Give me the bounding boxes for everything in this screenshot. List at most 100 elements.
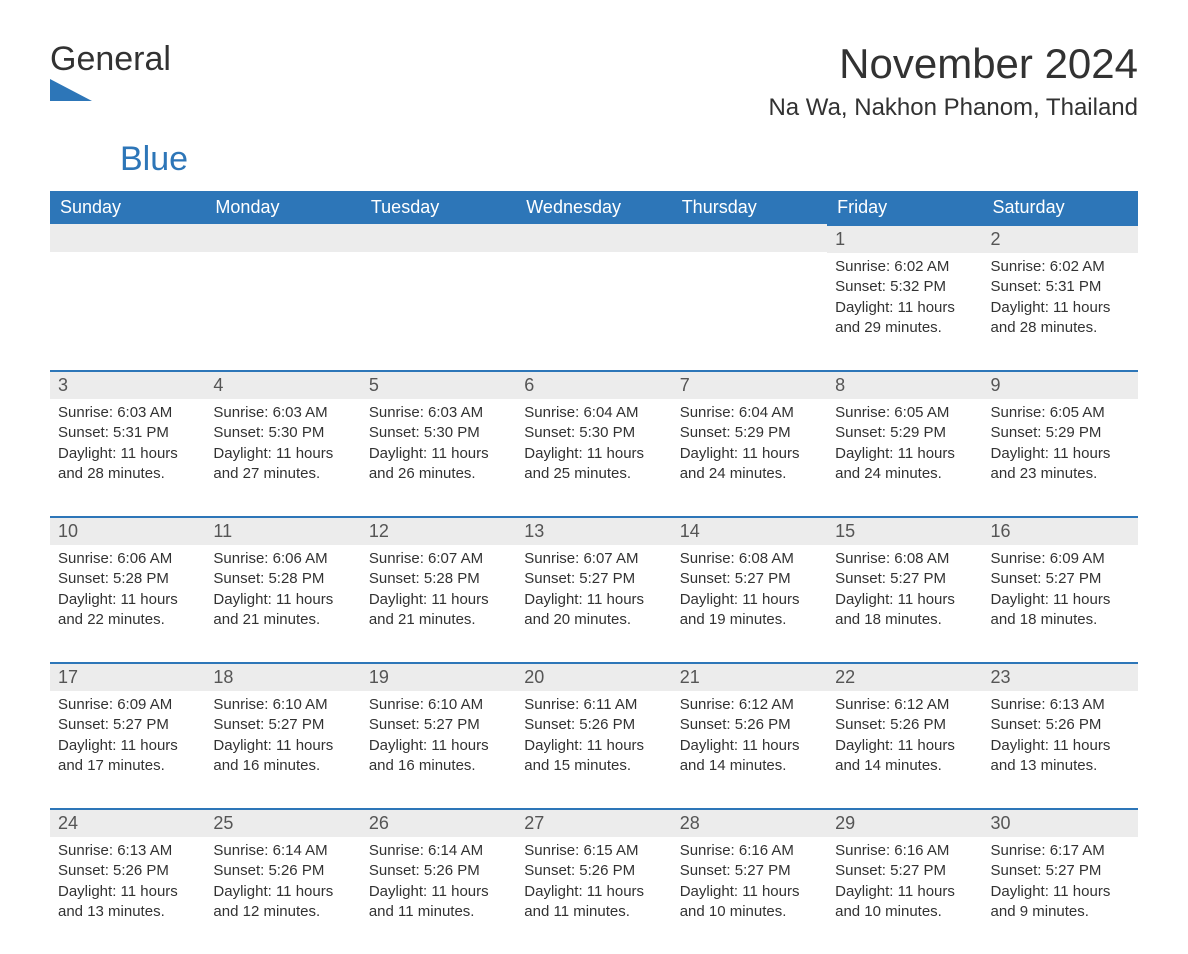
sunset-line: Sunset: 5:30 PM [369, 423, 508, 443]
daylight-line-2: and 28 minutes. [58, 464, 197, 484]
daylight-line-2: and 22 minutes. [58, 610, 197, 630]
day-cell: 25Sunrise: 6:14 AMSunset: 5:26 PMDayligh… [205, 808, 360, 954]
daylight-line-2: and 10 minutes. [680, 902, 819, 922]
sunset-line: Sunset: 5:31 PM [58, 423, 197, 443]
day-number [205, 224, 360, 252]
daylight-line-1: Daylight: 11 hours [991, 444, 1130, 464]
sunrise-line: Sunrise: 6:03 AM [213, 403, 352, 423]
calendar-grid: 1Sunrise: 6:02 AMSunset: 5:32 PMDaylight… [50, 224, 1138, 954]
brand-text-blue: Blue [120, 140, 188, 178]
day-number: 28 [672, 808, 827, 837]
week-row: 24Sunrise: 6:13 AMSunset: 5:26 PMDayligh… [50, 808, 1138, 954]
daylight-line-1: Daylight: 11 hours [213, 882, 352, 902]
weekday-header: Friday [827, 191, 982, 224]
sunset-line: Sunset: 5:27 PM [369, 715, 508, 735]
daylight-line-1: Daylight: 11 hours [369, 736, 508, 756]
day-cell: 29Sunrise: 6:16 AMSunset: 5:27 PMDayligh… [827, 808, 982, 954]
weekday-header: Tuesday [361, 191, 516, 224]
daylight-line-2: and 29 minutes. [835, 318, 974, 338]
day-details: Sunrise: 6:08 AMSunset: 5:27 PMDaylight:… [827, 545, 982, 638]
daylight-line-1: Daylight: 11 hours [835, 590, 974, 610]
daylight-line-1: Daylight: 11 hours [835, 882, 974, 902]
daylight-line-1: Daylight: 11 hours [991, 882, 1130, 902]
sunrise-line: Sunrise: 6:06 AM [58, 549, 197, 569]
daylight-line-1: Daylight: 11 hours [213, 444, 352, 464]
sunrise-line: Sunrise: 6:16 AM [835, 841, 974, 861]
daylight-line-1: Daylight: 11 hours [680, 590, 819, 610]
daylight-line-1: Daylight: 11 hours [369, 882, 508, 902]
day-number: 24 [50, 808, 205, 837]
day-cell: 27Sunrise: 6:15 AMSunset: 5:26 PMDayligh… [516, 808, 671, 954]
day-cell: 6Sunrise: 6:04 AMSunset: 5:30 PMDaylight… [516, 370, 671, 516]
day-cell: 21Sunrise: 6:12 AMSunset: 5:26 PMDayligh… [672, 662, 827, 808]
day-details: Sunrise: 6:04 AMSunset: 5:30 PMDaylight:… [516, 399, 671, 492]
daylight-line-2: and 13 minutes. [58, 902, 197, 922]
location-subtitle: Na Wa, Nakhon Phanom, Thailand [768, 94, 1138, 122]
sunset-line: Sunset: 5:27 PM [524, 569, 663, 589]
day-cell: 4Sunrise: 6:03 AMSunset: 5:30 PMDaylight… [205, 370, 360, 516]
sunrise-line: Sunrise: 6:02 AM [991, 257, 1130, 277]
daylight-line-1: Daylight: 11 hours [213, 590, 352, 610]
day-number: 6 [516, 370, 671, 399]
day-details: Sunrise: 6:12 AMSunset: 5:26 PMDaylight:… [672, 691, 827, 784]
day-details: Sunrise: 6:09 AMSunset: 5:27 PMDaylight:… [983, 545, 1138, 638]
sunset-line: Sunset: 5:27 PM [835, 861, 974, 881]
day-number: 1 [827, 224, 982, 253]
daylight-line-2: and 14 minutes. [835, 756, 974, 776]
brand-logo: General Blue [50, 40, 188, 179]
day-number: 10 [50, 516, 205, 545]
day-cell: 8Sunrise: 6:05 AMSunset: 5:29 PMDaylight… [827, 370, 982, 516]
week-row: 3Sunrise: 6:03 AMSunset: 5:31 PMDaylight… [50, 370, 1138, 516]
sunset-line: Sunset: 5:26 PM [369, 861, 508, 881]
daylight-line-2: and 23 minutes. [991, 464, 1130, 484]
daylight-line-2: and 17 minutes. [58, 756, 197, 776]
sunrise-line: Sunrise: 6:09 AM [991, 549, 1130, 569]
day-cell: 1Sunrise: 6:02 AMSunset: 5:32 PMDaylight… [827, 224, 982, 370]
sunset-line: Sunset: 5:26 PM [58, 861, 197, 881]
day-details: Sunrise: 6:11 AMSunset: 5:26 PMDaylight:… [516, 691, 671, 784]
day-cell: 26Sunrise: 6:14 AMSunset: 5:26 PMDayligh… [361, 808, 516, 954]
day-details: Sunrise: 6:12 AMSunset: 5:26 PMDaylight:… [827, 691, 982, 784]
sunset-line: Sunset: 5:26 PM [835, 715, 974, 735]
day-cell [672, 224, 827, 370]
sunset-line: Sunset: 5:28 PM [213, 569, 352, 589]
day-cell: 30Sunrise: 6:17 AMSunset: 5:27 PMDayligh… [983, 808, 1138, 954]
sunrise-line: Sunrise: 6:12 AM [835, 695, 974, 715]
daylight-line-2: and 26 minutes. [369, 464, 508, 484]
day-cell: 16Sunrise: 6:09 AMSunset: 5:27 PMDayligh… [983, 516, 1138, 662]
sunset-line: Sunset: 5:29 PM [835, 423, 974, 443]
sunrise-line: Sunrise: 6:05 AM [991, 403, 1130, 423]
sunrise-line: Sunrise: 6:09 AM [58, 695, 197, 715]
daylight-line-2: and 21 minutes. [369, 610, 508, 630]
sunrise-line: Sunrise: 6:13 AM [991, 695, 1130, 715]
day-cell: 19Sunrise: 6:10 AMSunset: 5:27 PMDayligh… [361, 662, 516, 808]
day-cell: 5Sunrise: 6:03 AMSunset: 5:30 PMDaylight… [361, 370, 516, 516]
sunset-line: Sunset: 5:26 PM [524, 715, 663, 735]
daylight-line-2: and 14 minutes. [680, 756, 819, 776]
sunset-line: Sunset: 5:27 PM [213, 715, 352, 735]
daylight-line-2: and 21 minutes. [213, 610, 352, 630]
day-cell: 3Sunrise: 6:03 AMSunset: 5:31 PMDaylight… [50, 370, 205, 516]
day-details: Sunrise: 6:14 AMSunset: 5:26 PMDaylight:… [205, 837, 360, 930]
daylight-line-2: and 19 minutes. [680, 610, 819, 630]
weekday-header-row: Sunday Monday Tuesday Wednesday Thursday… [50, 191, 1138, 224]
day-cell: 14Sunrise: 6:08 AMSunset: 5:27 PMDayligh… [672, 516, 827, 662]
day-number [672, 224, 827, 252]
day-details: Sunrise: 6:13 AMSunset: 5:26 PMDaylight:… [983, 691, 1138, 784]
day-details: Sunrise: 6:10 AMSunset: 5:27 PMDaylight:… [361, 691, 516, 784]
sunset-line: Sunset: 5:26 PM [524, 861, 663, 881]
sunrise-line: Sunrise: 6:11 AM [524, 695, 663, 715]
sunset-line: Sunset: 5:26 PM [991, 715, 1130, 735]
day-number: 5 [361, 370, 516, 399]
day-number: 26 [361, 808, 516, 837]
day-details: Sunrise: 6:03 AMSunset: 5:30 PMDaylight:… [205, 399, 360, 492]
daylight-line-2: and 10 minutes. [835, 902, 974, 922]
day-number: 22 [827, 662, 982, 691]
day-number: 25 [205, 808, 360, 837]
sunset-line: Sunset: 5:27 PM [835, 569, 974, 589]
daylight-line-2: and 13 minutes. [991, 756, 1130, 776]
sunset-line: Sunset: 5:30 PM [524, 423, 663, 443]
day-cell [516, 224, 671, 370]
sunrise-line: Sunrise: 6:06 AM [213, 549, 352, 569]
daylight-line-2: and 18 minutes. [835, 610, 974, 630]
